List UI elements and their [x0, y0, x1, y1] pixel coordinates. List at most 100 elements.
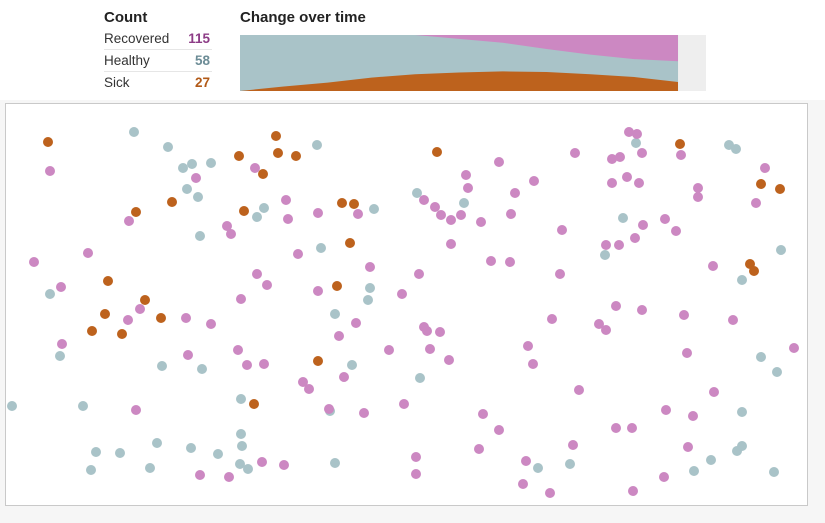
recovered-dot	[637, 148, 647, 158]
recovered-dot	[259, 359, 269, 369]
healthy-dot	[312, 140, 322, 150]
recovered-dot	[628, 486, 638, 496]
healthy-dot	[186, 443, 196, 453]
sick-area	[240, 71, 678, 91]
healthy-dot	[91, 447, 101, 457]
recovered-dot	[324, 404, 334, 414]
recovered-dot	[630, 233, 640, 243]
recovered-dot	[570, 148, 580, 158]
recovered-dot	[624, 127, 634, 137]
recovered-dot	[425, 344, 435, 354]
healthy-dot	[235, 459, 245, 469]
healthy-dot	[631, 138, 641, 148]
recovered-dot	[463, 183, 473, 193]
sick-dot	[249, 399, 259, 409]
recovered-dot	[557, 225, 567, 235]
recovered-dot	[679, 310, 689, 320]
recovered-dot	[446, 215, 456, 225]
sick-dot	[345, 238, 355, 248]
recovered-dot	[456, 210, 466, 220]
healthy-dot	[86, 465, 96, 475]
recovered-dot	[632, 129, 642, 139]
healthy-dot	[737, 441, 747, 451]
sick-dot	[756, 179, 766, 189]
sick-label: Sick	[104, 75, 130, 90]
sick-dot	[271, 131, 281, 141]
recovered-dot	[607, 154, 617, 164]
healthy-dot	[45, 289, 55, 299]
sick-dot	[749, 266, 759, 276]
sick-dot	[258, 169, 268, 179]
sick-dot	[432, 147, 442, 157]
healthy-dot	[243, 464, 253, 474]
recovered-dot	[436, 210, 446, 220]
healthy-dot	[178, 163, 188, 173]
healthy-dot	[618, 213, 628, 223]
recovered-dot	[622, 172, 632, 182]
healthy-dot	[776, 245, 786, 255]
recovered-dot	[521, 456, 531, 466]
change-chart-title: Change over time	[240, 9, 366, 26]
recovered-dot	[751, 198, 761, 208]
healthy-dot	[415, 373, 425, 383]
recovered-dot	[411, 469, 421, 479]
healthy-dot	[737, 407, 747, 417]
healthy-dot	[533, 463, 543, 473]
simulation-area	[5, 103, 808, 506]
recovered-dot	[611, 301, 621, 311]
sick-dot	[43, 137, 53, 147]
healthy-dot	[737, 275, 747, 285]
recovered-dot	[601, 325, 611, 335]
healthy-dot	[187, 159, 197, 169]
recovered-dot	[399, 399, 409, 409]
healthy-dot	[365, 283, 375, 293]
recovered-count: 115	[188, 31, 210, 46]
healthy-dot	[152, 438, 162, 448]
recovered-dot	[183, 350, 193, 360]
healthy-dot	[689, 466, 699, 476]
healthy-dot	[756, 352, 766, 362]
healthy-dot	[412, 188, 422, 198]
sick-dot	[332, 281, 342, 291]
recovered-dot	[494, 425, 504, 435]
sick-dot	[167, 197, 177, 207]
recovered-dot	[474, 444, 484, 454]
sick-dot	[140, 295, 150, 305]
recovered-dot	[236, 294, 246, 304]
healthy-dot	[213, 449, 223, 459]
recovered-dot	[195, 470, 205, 480]
recovered-dot	[661, 405, 671, 415]
sick-dot	[103, 276, 113, 286]
recovered-dot	[293, 249, 303, 259]
recovered-dot	[298, 377, 308, 387]
recovered-dot	[397, 289, 407, 299]
healthy-dot	[363, 295, 373, 305]
count-row-healthy: Healthy 58	[104, 49, 212, 71]
recovered-dot	[676, 150, 686, 160]
recovered-dot	[614, 240, 624, 250]
healthy-label: Healthy	[104, 53, 150, 68]
sick-dot	[349, 199, 359, 209]
recovered-dot	[545, 488, 555, 498]
recovered-dot	[359, 408, 369, 418]
recovered-dot	[510, 188, 520, 198]
recovered-dot	[131, 405, 141, 415]
change-chart-panel: Change over time	[240, 8, 706, 91]
sick-dot	[675, 139, 685, 149]
sick-dot	[87, 326, 97, 336]
count-row-sick: Sick 27	[104, 71, 212, 93]
healthy-dot	[600, 250, 610, 260]
recovered-dot	[615, 152, 625, 162]
healthy-count: 58	[194, 53, 210, 68]
sick-dot	[775, 184, 785, 194]
recovered-dot	[57, 339, 67, 349]
healthy-dot	[197, 364, 207, 374]
recovered-dot	[29, 257, 39, 267]
recovered-dot	[528, 359, 538, 369]
sick-dot	[239, 206, 249, 216]
recovered-dot	[638, 220, 648, 230]
recovered-dot	[607, 178, 617, 188]
sick-dot	[337, 198, 347, 208]
recovered-dot	[411, 452, 421, 462]
recovered-dot	[637, 305, 647, 315]
